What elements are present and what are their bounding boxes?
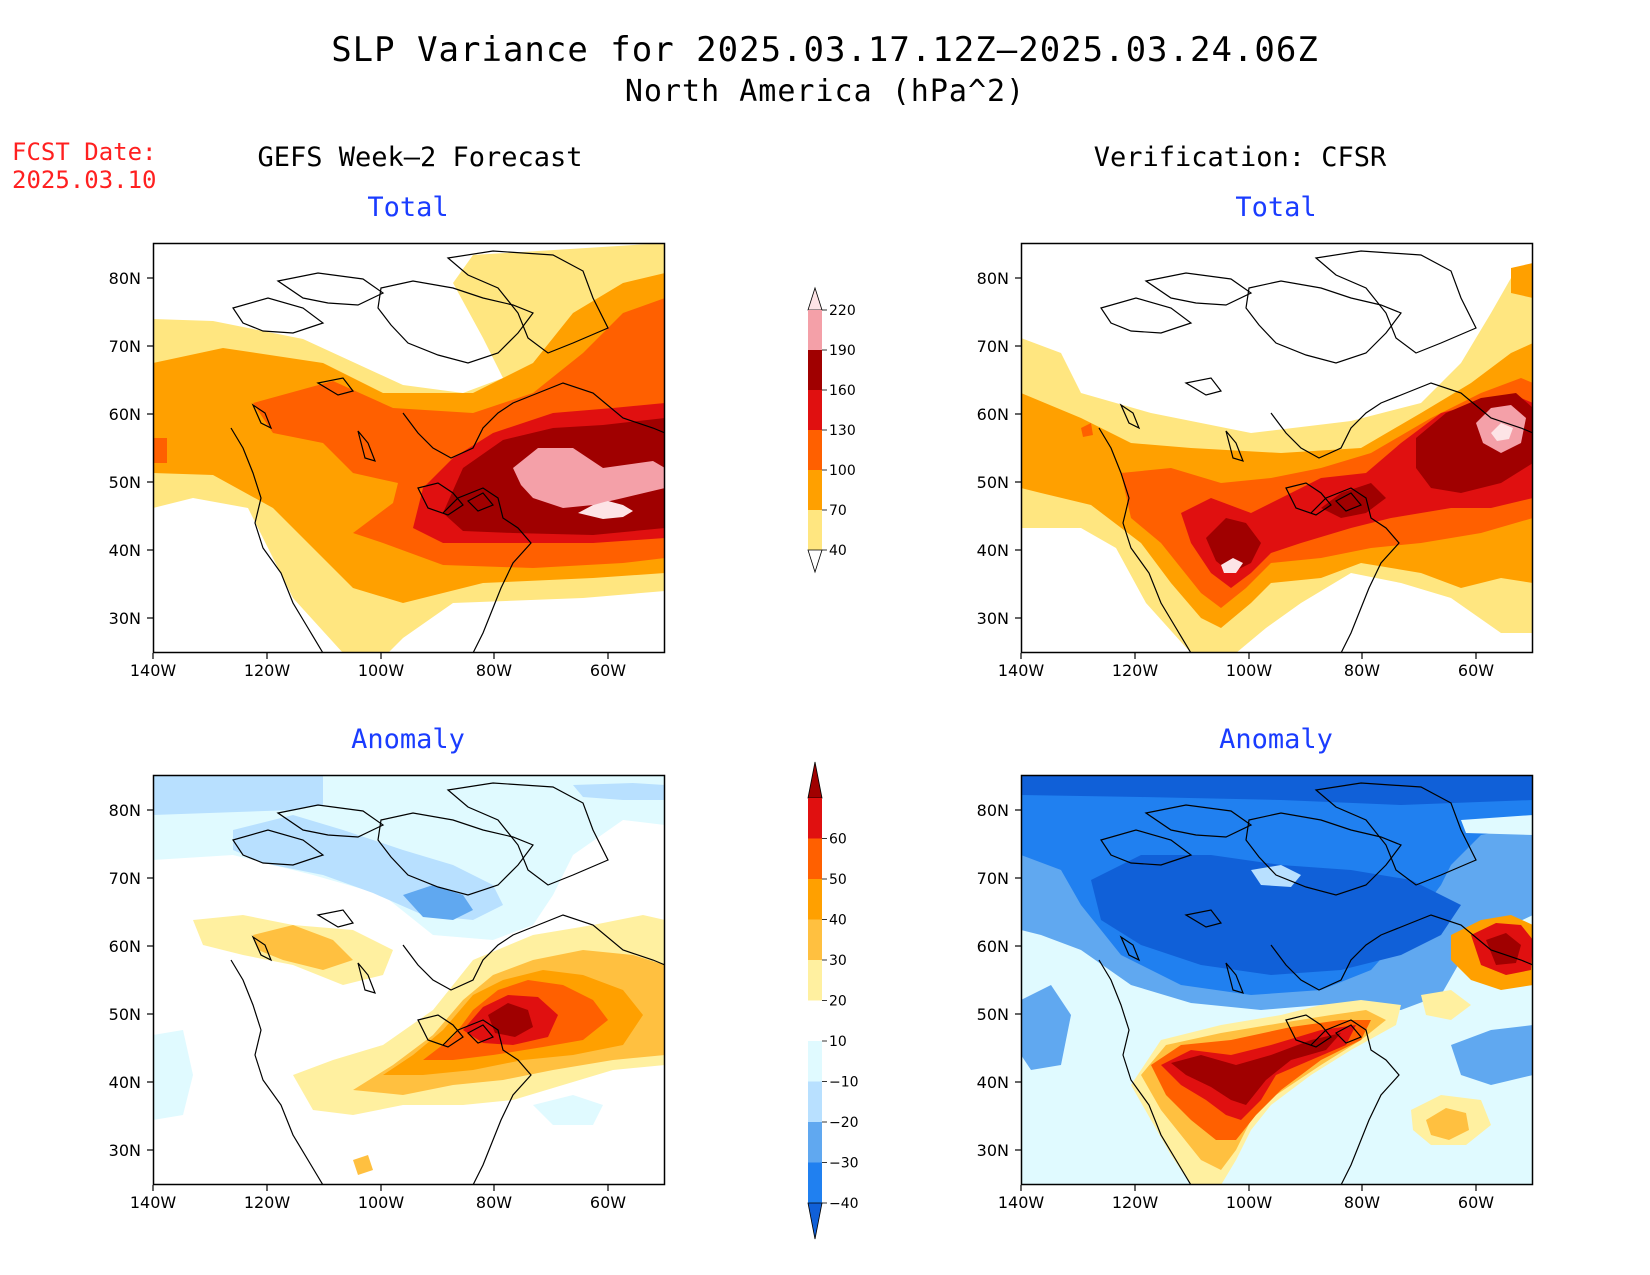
- lat-label-30n: 30N: [977, 1141, 1009, 1160]
- anomaly-colorbar-label: 30: [829, 953, 847, 969]
- lon-label-100w: 100W: [358, 1193, 405, 1212]
- lat-label-60n: 60N: [109, 937, 141, 956]
- lon-label-60w: 60W: [590, 661, 626, 680]
- anomaly-colorbar-swatch: [808, 1122, 822, 1163]
- total-colorbar-label: 220: [829, 303, 856, 319]
- lon-label-140w: 140W: [130, 1193, 177, 1212]
- lat-label-60n: 60N: [977, 937, 1009, 956]
- lon-label-140w: 140W: [130, 661, 177, 680]
- lon-label-80w: 80W: [476, 661, 512, 680]
- total-colorbar-upper-triangle: [807, 286, 823, 311]
- lon-label-120w: 120W: [1112, 661, 1159, 680]
- total-colorbar-label: 190: [829, 343, 856, 359]
- anomaly-colorbar-label: −40: [829, 1196, 859, 1212]
- anomaly-colorbar-swatch: [808, 1162, 822, 1203]
- lon-label-100w: 100W: [1226, 661, 1273, 680]
- lat-label-50n: 50N: [977, 1005, 1009, 1024]
- lat-label-40n: 40N: [977, 1073, 1009, 1092]
- lat-label-50n: 50N: [977, 473, 1009, 492]
- lat-label-40n: 40N: [109, 541, 141, 560]
- verification-total-title: Total: [1235, 192, 1317, 223]
- forecast-total-title: Total: [367, 192, 449, 223]
- anomaly-colorbar-upper-triangle: [807, 761, 823, 799]
- lat-label-80n: 80N: [109, 801, 141, 820]
- total-colorbar-label: 70: [829, 503, 847, 519]
- lat-label-60n: 60N: [109, 405, 141, 424]
- lat-label-80n: 80N: [977, 801, 1009, 820]
- forecast-date-value: 2025.03.10: [12, 166, 157, 194]
- lon-label-80w: 80W: [1344, 661, 1380, 680]
- anomaly-colorbar-lower-triangle: [807, 1202, 823, 1240]
- lat-label-40n: 40N: [977, 541, 1009, 560]
- forecast-column-title: GEFS Week–2 Forecast: [257, 142, 583, 173]
- lat-label-50n: 50N: [109, 1005, 141, 1024]
- lat-label-30n: 30N: [109, 609, 141, 628]
- anomaly-colorbar: −40 −30 −20 −10 10 20 30 40 50 60: [807, 761, 859, 1240]
- lon-label-60w: 60W: [590, 1193, 626, 1212]
- total-colorbar-lower-triangle: [807, 549, 823, 574]
- lat-label-70n: 70N: [977, 869, 1009, 888]
- anomaly-colorbar-label: −30: [829, 1156, 859, 1172]
- lon-label-120w: 120W: [244, 661, 291, 680]
- lon-label-120w: 120W: [244, 1193, 291, 1212]
- forecast-anomaly-map: 80N 70N 60N 50N 40N 30N 140W 120W 100W 8…: [109, 774, 666, 1212]
- total-colorbar: 40 70 100 130 160 190 220: [807, 286, 856, 574]
- anomaly-colorbar-swatch: [808, 879, 822, 920]
- forecast-date-caption: FCST Date:: [12, 138, 157, 166]
- forecast-anomaly-title: Anomaly: [351, 724, 465, 755]
- lat-label-60n: 60N: [977, 405, 1009, 424]
- lat-label-30n: 30N: [977, 609, 1009, 628]
- lat-label-80n: 80N: [977, 269, 1009, 288]
- lon-label-140w: 140W: [998, 1193, 1045, 1212]
- total-colorbar-label: 160: [829, 383, 856, 399]
- lat-label-50n: 50N: [109, 473, 141, 492]
- lat-label-40n: 40N: [109, 1073, 141, 1092]
- lon-label-80w: 80W: [1344, 1193, 1380, 1212]
- lon-label-60w: 60W: [1458, 661, 1494, 680]
- verification-total-map: 80N 70N 60N 50N 40N 30N 140W 120W 100W 8…: [977, 242, 1534, 680]
- lon-label-80w: 80W: [476, 1193, 512, 1212]
- total-colorbar-label: 100: [829, 463, 856, 479]
- anomaly-colorbar-label: 10: [829, 1034, 847, 1050]
- lat-label-70n: 70N: [977, 337, 1009, 356]
- figure-subtitle: North America (hPa^2): [624, 74, 1026, 109]
- anomaly-colorbar-label: 20: [829, 994, 847, 1010]
- forecast-date-label: FCST Date: 2025.03.10: [12, 138, 157, 194]
- anomaly-colorbar-swatch: [808, 1041, 822, 1082]
- anomaly-colorbar-swatch: [808, 798, 822, 839]
- figure-title: SLP Variance for 2025.03.17.12Z–2025.03.…: [331, 30, 1319, 70]
- anomaly-colorbar-swatch: [808, 960, 822, 1001]
- forecast-total-map: 80N 70N 60N 50N 40N 30N 140W 120W 100W 8…: [109, 242, 666, 680]
- lon-label-60w: 60W: [1458, 1193, 1494, 1212]
- anomaly-colorbar-swatch: [808, 1000, 822, 1041]
- lat-label-70n: 70N: [109, 337, 141, 356]
- total-colorbar-swatch: [808, 470, 822, 510]
- anomaly-colorbar-swatch: [808, 1081, 822, 1122]
- anomaly-colorbar-swatch: [808, 919, 822, 960]
- total-colorbar-swatch: [808, 430, 822, 470]
- lon-label-140w: 140W: [998, 661, 1045, 680]
- anomaly-colorbar-label: −10: [829, 1075, 859, 1091]
- lat-label-80n: 80N: [109, 269, 141, 288]
- lat-label-70n: 70N: [109, 869, 141, 888]
- lon-label-100w: 100W: [1226, 1193, 1273, 1212]
- total-colorbar-swatch: [808, 510, 822, 550]
- verification-anomaly-title: Anomaly: [1219, 724, 1333, 755]
- total-colorbar-label: 40: [829, 543, 847, 559]
- total-colorbar-label: 130: [829, 423, 856, 439]
- total-colorbar-swatch: [808, 350, 822, 390]
- verification-column-title: Verification: CFSR: [1093, 142, 1387, 173]
- lon-label-100w: 100W: [358, 661, 405, 680]
- anomaly-colorbar-label: −20: [829, 1115, 859, 1131]
- anomaly-colorbar-swatch: [808, 838, 822, 879]
- anomaly-colorbar-label: 40: [829, 913, 847, 929]
- total-colorbar-swatch: [808, 310, 822, 350]
- lat-label-30n: 30N: [109, 1141, 141, 1160]
- anomaly-colorbar-label: 60: [829, 832, 847, 848]
- verification-anomaly-map: 80N 70N 60N 50N 40N 30N 140W 120W 100W 8…: [977, 774, 1534, 1212]
- lon-label-120w: 120W: [1112, 1193, 1159, 1212]
- anomaly-colorbar-label: 50: [829, 872, 847, 888]
- total-colorbar-swatch: [808, 390, 822, 430]
